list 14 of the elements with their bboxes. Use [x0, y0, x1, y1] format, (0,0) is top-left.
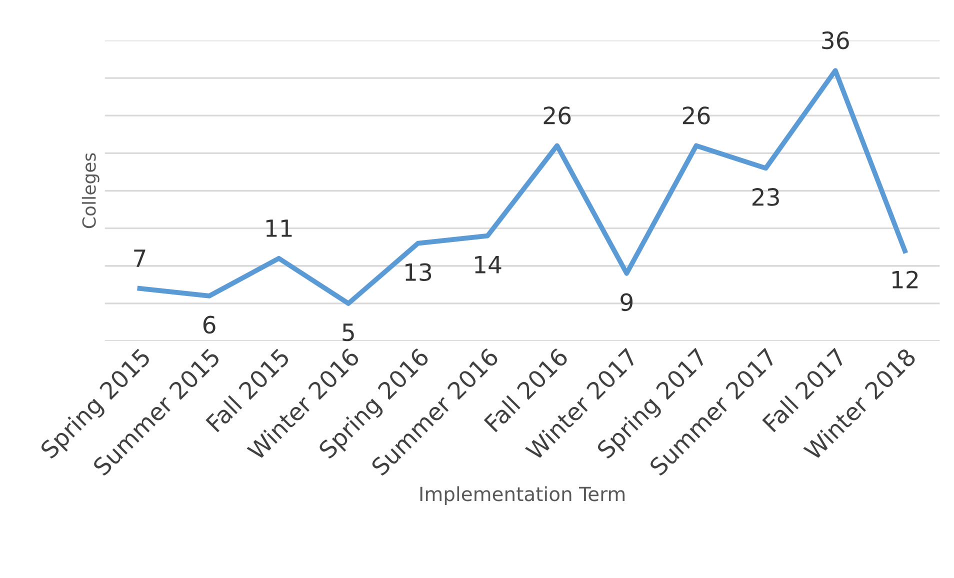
data-label: 26 — [544, 106, 571, 124]
data-label: 14 — [475, 256, 502, 274]
data-label: 26 — [682, 106, 710, 124]
data-label: 7 — [134, 250, 146, 267]
data-label: 5 — [342, 324, 354, 342]
data-label: 12 — [892, 270, 918, 288]
data-label: 13 — [406, 263, 432, 282]
x-axis-title: Implementation Term — [420, 486, 625, 506]
data-label: 36 — [822, 31, 849, 50]
data-label: 23 — [752, 188, 779, 206]
y-axis-title: Colleges — [82, 153, 100, 228]
data-label: 9 — [620, 293, 633, 312]
data-label: 11 — [266, 220, 292, 237]
data-label: 6 — [203, 316, 216, 334]
